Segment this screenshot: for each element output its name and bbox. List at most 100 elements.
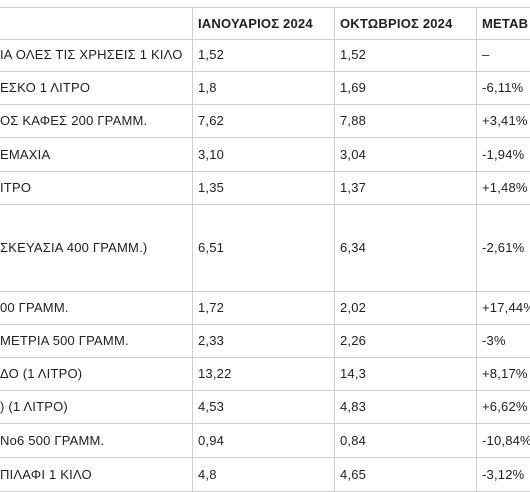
column-divider [476, 324, 477, 357]
october-price-cell: 2,26 [340, 333, 367, 348]
column-divider [334, 324, 335, 357]
change-cell: +17,44% [482, 300, 530, 315]
change-cell: +8,17% [482, 366, 528, 381]
column-divider [334, 423, 335, 457]
product-cell: 00 ΓΡΑΜΜ. [0, 300, 69, 315]
change-cell: – [482, 47, 490, 62]
change-cell: -6,11% [482, 80, 524, 95]
column-divider [192, 390, 193, 423]
table-row: 00 ΓΡΑΜΜ. 1,72 2,02 +17,44% [0, 291, 530, 325]
column-divider [192, 291, 193, 324]
product-cell: ΙΤΡΟ [0, 180, 32, 195]
january-price-cell: 6,51 [198, 240, 225, 255]
product-cell: ΙΑ ΟΛΕΣ ΤΙΣ ΧΡΗΣΕΙΣ 1 ΚΙΛΟ [0, 47, 183, 62]
table-row: ) (1 ΛΙΤΡΟ) 4,53 4,83 +6,62% [0, 390, 530, 424]
january-price-cell: 1,52 [198, 47, 225, 62]
column-divider [192, 137, 193, 171]
october-price-cell: 2,02 [340, 300, 367, 315]
column-divider [334, 137, 335, 171]
column-divider [476, 104, 477, 137]
product-cell: ΟΣ ΚΑΦΕΣ 200 ΓΡΑΜΜ. [0, 113, 148, 128]
column-divider [334, 71, 335, 104]
header-product [0, 8, 192, 39]
table-header: ΙΑΝΟΥΑΡΙΟΣ 2024 ΟΚΤΩΒΡΙΟΣ 2024 ΜΕΤΑΒ [0, 7, 530, 40]
column-divider [334, 104, 335, 137]
table-row: ΠΙΛΑΦΙ 1 ΚΙΛΟ 4,8 4,65 -3,12% [0, 457, 530, 492]
october-price-cell: 4,65 [340, 466, 367, 482]
column-divider [476, 357, 477, 390]
january-price-cell: 1,35 [198, 180, 225, 195]
column-divider [192, 8, 193, 39]
january-price-cell: 4,53 [198, 399, 225, 414]
column-divider [192, 457, 193, 491]
change-cell: -2,61% [482, 240, 525, 255]
column-divider [192, 71, 193, 104]
column-divider [192, 204, 193, 291]
table-row: ΙΑ ΟΛΕΣ ΤΙΣ ΧΡΗΣΕΙΣ 1 ΚΙΛΟ 1,52 1,52 – [0, 38, 530, 72]
change-cell: -10,84% [482, 432, 530, 448]
column-divider [334, 291, 335, 324]
october-price-cell: 1,37 [340, 180, 367, 195]
column-divider [476, 137, 477, 171]
table-row: ΕΣΚΟ 1 ΛΙΤΡΟ 1,8 1,69 -6,11% [0, 71, 530, 105]
table-row: ΔΟ (1 ΛΙΤΡΟ) 13,22 14,3 +8,17% [0, 357, 530, 391]
product-cell: ΕΣΚΟ 1 ΛΙΤΡΟ [0, 80, 91, 95]
change-cell: -1,94% [482, 146, 525, 162]
column-divider [476, 71, 477, 104]
change-cell: +1,48% [482, 180, 528, 195]
column-divider [192, 324, 193, 357]
october-price-cell: 14,3 [340, 366, 367, 381]
table-row: ΣΚΕΥΑΣΙΑ 400 ΓΡΑΜΜ.) 6,51 6,34 -2,61% [0, 204, 530, 292]
column-divider [476, 204, 477, 291]
column-divider [334, 357, 335, 390]
january-price-cell: 1,72 [198, 300, 225, 315]
january-price-cell: 3,10 [198, 146, 225, 162]
column-divider [334, 390, 335, 423]
header-january-2024: ΙΑΝΟΥΑΡΙΟΣ 2024 [198, 16, 313, 31]
column-divider [334, 457, 335, 491]
column-divider [476, 457, 477, 491]
table-row: ΙΤΡΟ 1,35 1,37 +1,48% [0, 171, 530, 205]
column-divider [476, 291, 477, 324]
january-price-cell: 2,33 [198, 333, 225, 348]
column-divider [334, 171, 335, 204]
product-cell: Νο6 500 ΓΡΑΜΜ. [0, 432, 105, 448]
october-price-cell: 4,83 [340, 399, 367, 414]
table-row: ΟΣ ΚΑΦΕΣ 200 ΓΡΑΜΜ. 7,62 7,88 +3,41% [0, 104, 530, 138]
column-divider [476, 171, 477, 204]
column-divider [192, 423, 193, 457]
change-cell: +6,62% [482, 399, 528, 414]
october-price-cell: 7,88 [340, 113, 367, 128]
product-cell: ΔΟ (1 ΛΙΤΡΟ) [0, 366, 83, 381]
product-cell: ΕΜΑΧΙΑ [0, 146, 51, 162]
column-divider [192, 171, 193, 204]
january-price-cell: 7,62 [198, 113, 225, 128]
column-divider [334, 8, 335, 39]
table-row: Νο6 500 ΓΡΑΜΜ. 0,94 0,84 -10,84% [0, 423, 530, 458]
column-divider [476, 423, 477, 457]
product-cell: ) (1 ΛΙΤΡΟ) [0, 399, 68, 414]
product-cell: ΜΕΤΡΙΑ 500 ΓΡΑΜΜ. [0, 333, 129, 348]
october-price-cell: 1,52 [340, 47, 367, 62]
column-divider [476, 390, 477, 423]
table-row: ΕΜΑΧΙΑ 3,10 3,04 -1,94% [0, 137, 530, 172]
product-cell: ΠΙΛΑΦΙ 1 ΚΙΛΟ [0, 466, 92, 482]
product-cell: ΣΚΕΥΑΣΙΑ 400 ΓΡΑΜΜ.) [0, 240, 148, 255]
january-price-cell: 13,22 [198, 366, 232, 381]
column-divider [334, 204, 335, 291]
october-price-cell: 6,34 [340, 240, 367, 255]
column-divider [476, 38, 477, 71]
change-cell: -3% [482, 333, 506, 348]
january-price-cell: 4,8 [198, 466, 217, 482]
column-divider [192, 38, 193, 71]
column-divider [476, 8, 477, 39]
october-price-cell: 3,04 [340, 146, 367, 162]
header-change: ΜΕΤΑΒ [482, 16, 529, 31]
change-cell: -3,12% [482, 466, 525, 482]
january-price-cell: 1,8 [198, 80, 217, 95]
column-divider [192, 357, 193, 390]
table-row: ΜΕΤΡΙΑ 500 ΓΡΑΜΜ. 2,33 2,26 -3% [0, 324, 530, 358]
column-divider [334, 38, 335, 71]
october-price-cell: 0,84 [340, 432, 367, 448]
header-october-2024: ΟΚΤΩΒΡΙΟΣ 2024 [340, 16, 453, 31]
